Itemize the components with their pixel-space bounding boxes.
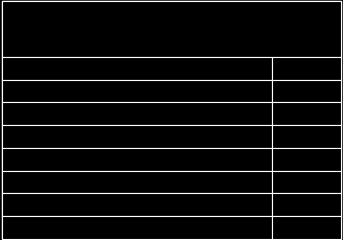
Text: 3 (2%): 3 (2%) bbox=[293, 200, 320, 209]
FancyBboxPatch shape bbox=[2, 125, 272, 148]
Text: 5 (4%): 5 (4%) bbox=[293, 178, 320, 186]
Text: 8 (6%): 8 (6%) bbox=[293, 155, 320, 164]
FancyBboxPatch shape bbox=[2, 171, 272, 193]
FancyBboxPatch shape bbox=[272, 80, 341, 102]
Text: 12 (10%): 12 (10%) bbox=[287, 132, 326, 141]
FancyBboxPatch shape bbox=[272, 57, 341, 80]
Text: 45 (36%): 45 (36%) bbox=[287, 64, 326, 73]
FancyBboxPatch shape bbox=[2, 102, 272, 125]
FancyBboxPatch shape bbox=[272, 193, 341, 216]
FancyBboxPatch shape bbox=[2, 57, 272, 80]
FancyBboxPatch shape bbox=[2, 80, 272, 102]
Text: Urinary Tract: Urinary Tract bbox=[7, 178, 61, 186]
Text: Bacteremia: Bacteremia bbox=[7, 87, 55, 96]
FancyBboxPatch shape bbox=[2, 1, 341, 57]
Text: 3 (2%): 3 (2%) bbox=[293, 223, 320, 232]
Text: Bone/Joint: Bone/Joint bbox=[7, 132, 50, 141]
FancyBboxPatch shape bbox=[272, 171, 341, 193]
FancyBboxPatch shape bbox=[272, 148, 341, 171]
FancyBboxPatch shape bbox=[2, 193, 272, 216]
Text: Table 1: Sites of Staphylococcus Aureus Infections: Table 1: Sites of Staphylococcus Aureus … bbox=[33, 24, 310, 34]
Text: Pneumonia: Pneumonia bbox=[7, 109, 54, 118]
Text: Skin/Soft Tissue: Skin/Soft Tissue bbox=[7, 64, 73, 73]
FancyBboxPatch shape bbox=[272, 125, 341, 148]
Text: CNS: CNS bbox=[7, 200, 24, 209]
FancyBboxPatch shape bbox=[2, 148, 272, 171]
Text: Other: Other bbox=[7, 223, 31, 232]
Text: Endocarditis: Endocarditis bbox=[7, 155, 59, 164]
FancyBboxPatch shape bbox=[272, 102, 341, 125]
FancyBboxPatch shape bbox=[272, 216, 341, 239]
FancyBboxPatch shape bbox=[2, 216, 272, 239]
Text: 18 (14%): 18 (14%) bbox=[287, 109, 326, 118]
Text: 32 (26%): 32 (26%) bbox=[287, 87, 326, 96]
